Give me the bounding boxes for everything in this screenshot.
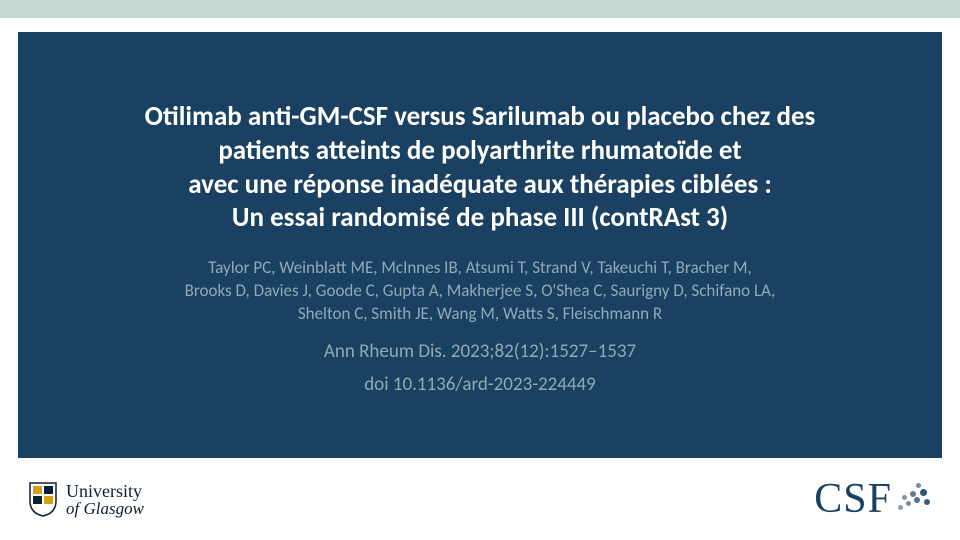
slide-title: Otilimab anti-GM-CSF versus Sarilumab ou… <box>58 100 902 235</box>
doi: doi 10.1136/ard-2023-224449 <box>58 373 902 396</box>
spacer <box>0 18 960 32</box>
author-list: Taylor PC, Weinblatt ME, McInnes IB, Ats… <box>58 257 902 326</box>
authors-line: Brooks D, Davies J, Goode C, Gupta A, Ma… <box>185 280 776 301</box>
footer-bar: University of Glasgow CSF <box>0 458 960 540</box>
university-name: University of Glasgow <box>66 482 144 517</box>
csf-text: CSF <box>814 475 892 523</box>
authors-line: Shelton C, Smith JE, Wang M, Watts S, Fl… <box>298 303 662 324</box>
university-line2: of Glasgow <box>66 500 144 517</box>
university-line1: University <box>66 482 144 500</box>
slide-page: Otilimab anti-GM-CSF versus Sarilumab ou… <box>0 0 960 540</box>
csf-logo: CSF <box>814 475 932 523</box>
dots-icon <box>896 481 932 517</box>
title-line: avec une réponse inadéquate aux thérapie… <box>188 168 772 201</box>
authors-line: Taylor PC, Weinblatt ME, McInnes IB, Ats… <box>208 257 752 278</box>
title-line: Otilimab anti-GM-CSF versus Sarilumab ou… <box>145 100 816 133</box>
university-logo: University of Glasgow <box>28 481 144 517</box>
title-line: Un essai randomisé de phase III (contRAs… <box>232 201 728 234</box>
citation: Ann Rheum Dis. 2023;82(12):1527–1537 <box>58 340 902 363</box>
crest-icon <box>28 481 58 517</box>
top-accent-strip <box>0 0 960 18</box>
main-panel: Otilimab anti-GM-CSF versus Sarilumab ou… <box>18 32 942 458</box>
title-line: patients atteints de polyarthrite rhumat… <box>218 134 741 167</box>
